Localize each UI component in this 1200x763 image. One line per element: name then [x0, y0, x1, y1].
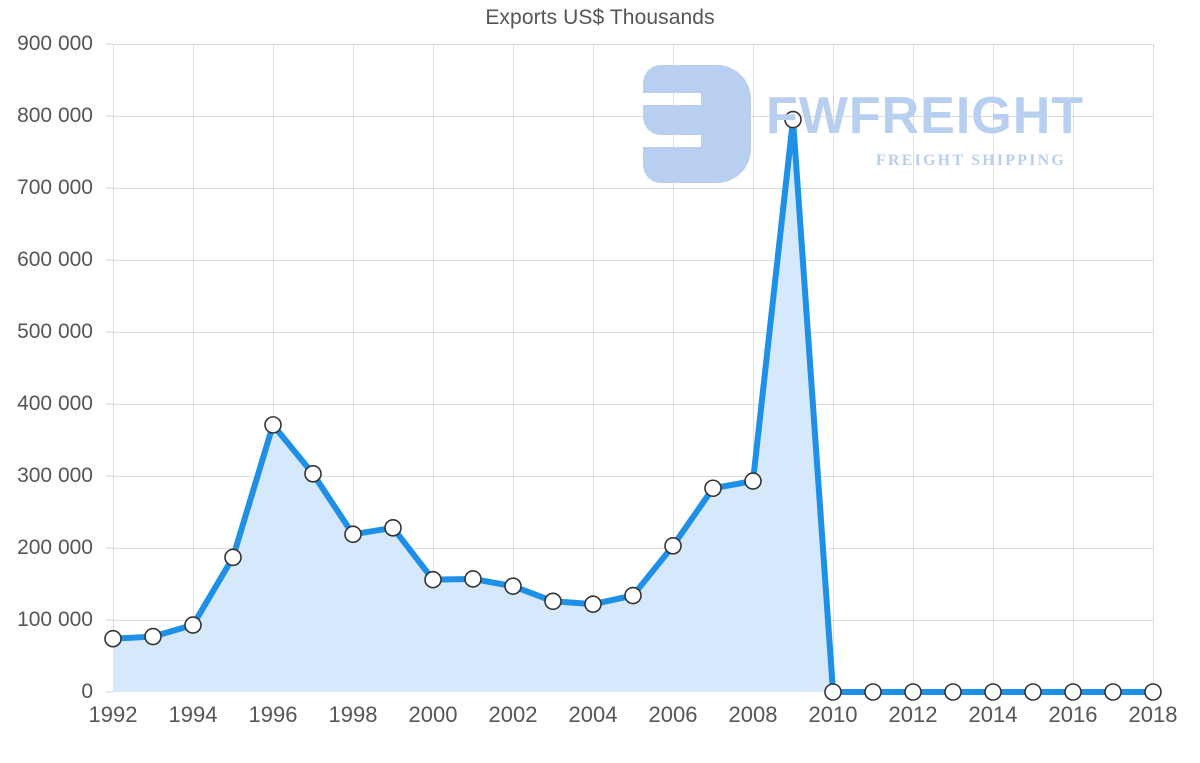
data-point-marker[interactable] [104, 629, 122, 648]
gridline-vertical [513, 44, 514, 692]
y-axis-tick-mark [106, 547, 113, 549]
gridline-horizontal [113, 548, 1153, 549]
gridline-horizontal [113, 116, 1153, 117]
x-axis-tick-label: 1996 [248, 702, 298, 727]
gridline-vertical [1153, 44, 1154, 692]
data-point-marker[interactable] [984, 683, 1002, 701]
data-point-marker[interactable] [304, 465, 322, 483]
data-point-marker[interactable] [864, 683, 882, 701]
gridline-vertical [753, 44, 754, 692]
y-axis-tick-label: 900 000 [17, 32, 93, 55]
y-axis-tick-mark [106, 619, 113, 621]
data-point-marker[interactable] [944, 683, 962, 701]
gridline-vertical [833, 44, 834, 692]
data-point-marker[interactable] [264, 416, 282, 434]
x-axis-tick-label: 2004 [568, 702, 618, 727]
x-axis-tick-label: 1992 [88, 702, 138, 727]
y-axis-tick-label: 300 000 [17, 464, 93, 487]
y-axis-tick-mark [106, 115, 113, 117]
x-axis-tick-label: 2002 [488, 702, 538, 727]
x-axis-tick-label: 1998 [328, 702, 378, 727]
gridline-vertical [673, 44, 674, 692]
data-point-marker[interactable] [624, 586, 642, 605]
data-point-marker[interactable] [544, 592, 562, 611]
series-area-fill [113, 119, 1153, 693]
y-axis-tick-mark [106, 331, 113, 333]
x-axis-tick-label: 2012 [888, 702, 938, 727]
y-axis-tick-label: 500 000 [17, 320, 93, 343]
data-point-marker[interactable] [184, 616, 202, 634]
gridline-vertical [993, 44, 994, 692]
gridline-vertical [113, 44, 114, 692]
gridline-horizontal [113, 404, 1153, 405]
data-point-marker[interactable] [344, 525, 362, 544]
y-axis-tick-label: 100 000 [17, 608, 93, 631]
data-point-marker[interactable] [1064, 683, 1082, 701]
x-axis-tick-label: 2010 [808, 702, 858, 727]
gridline-vertical [593, 44, 594, 692]
gridline-horizontal [113, 44, 1153, 45]
y-axis-tick-label: 0 [81, 680, 93, 703]
gridline-horizontal [113, 188, 1153, 189]
x-axis-tick-label: 2000 [408, 702, 458, 727]
x-axis-tick-label: 1994 [168, 702, 218, 727]
x-axis-tick-label: 2006 [648, 702, 698, 727]
gridline-vertical [193, 44, 194, 692]
data-point-marker[interactable] [1144, 683, 1162, 701]
data-point-marker[interactable] [224, 548, 242, 567]
data-point-marker[interactable] [504, 577, 522, 595]
gridline-horizontal [113, 332, 1153, 333]
y-axis-tick-mark [106, 475, 113, 477]
data-point-marker[interactable] [1104, 683, 1122, 701]
gridline-vertical [273, 44, 274, 692]
data-point-marker[interactable] [424, 570, 442, 589]
data-point-marker[interactable] [384, 519, 402, 537]
data-point-marker[interactable] [904, 683, 922, 701]
chart-title: Exports US$ Thousands [485, 6, 715, 29]
gridline-vertical [1073, 44, 1074, 692]
y-axis-tick-mark [106, 187, 113, 189]
data-point-marker[interactable] [464, 570, 482, 588]
gridline-horizontal [113, 476, 1153, 477]
gridline-horizontal [113, 260, 1153, 261]
y-axis-tick-mark [106, 403, 113, 405]
y-axis-tick-label: 200 000 [17, 536, 93, 559]
data-point-marker[interactable] [664, 537, 682, 555]
exports-series [104, 110, 1162, 701]
data-point-marker[interactable] [744, 472, 762, 490]
y-axis-tick-mark [106, 259, 113, 261]
data-point-marker[interactable] [144, 627, 162, 646]
y-axis-tick-label: 700 000 [17, 176, 93, 199]
x-axis-tick-label: 2014 [968, 702, 1018, 727]
x-axis-tick-label: 2018 [1128, 702, 1178, 727]
data-point-marker[interactable] [584, 595, 602, 613]
data-point-marker[interactable] [1024, 683, 1042, 701]
gridline-vertical [353, 44, 354, 692]
y-axis-tick-mark [106, 691, 113, 693]
y-axis-tick-label: 400 000 [17, 392, 93, 415]
gridline-vertical [433, 44, 434, 692]
data-point-marker[interactable] [824, 683, 842, 701]
x-axis-tick-label: 2016 [1048, 702, 1098, 727]
y-axis-tick-label: 800 000 [17, 104, 93, 127]
x-axis-tick-label: 2008 [728, 702, 778, 727]
plot-area [104, 44, 1162, 701]
gridline-vertical [913, 44, 914, 692]
data-point-marker[interactable] [704, 479, 722, 498]
data-point-marker[interactable] [784, 110, 802, 129]
y-axis-tick-label: 600 000 [17, 248, 93, 271]
y-axis-tick-mark [106, 43, 113, 45]
